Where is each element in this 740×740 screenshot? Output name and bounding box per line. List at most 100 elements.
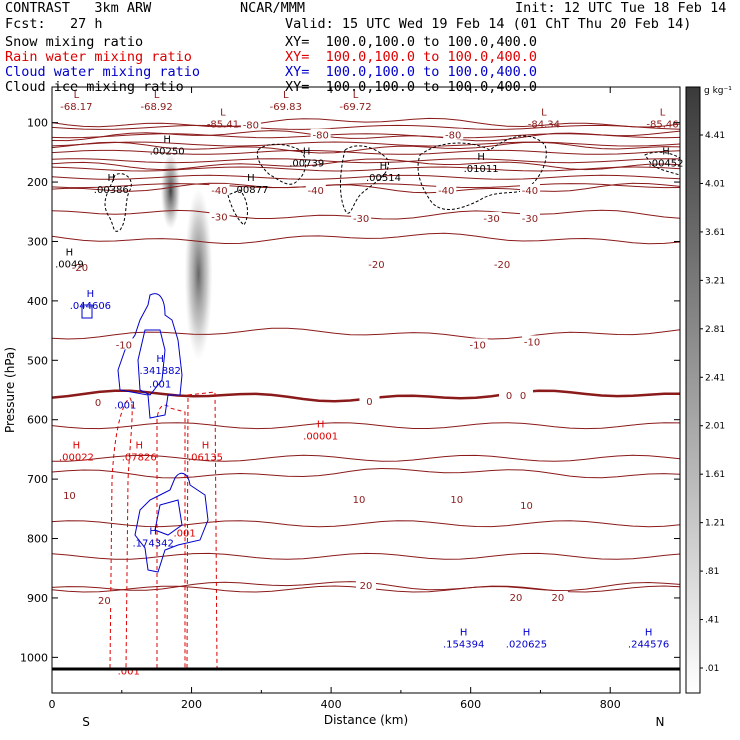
contour-label: -20 [368, 260, 384, 271]
forecast-hour: 27 h [70, 16, 103, 32]
extremum-value: .00001 [303, 432, 338, 443]
y-tick-label: 200 [27, 176, 48, 189]
extremum-mark: L [220, 108, 226, 119]
contour-label-bg [94, 593, 115, 605]
cloud-water-contour [117, 293, 183, 419]
contour-label: 10 [353, 495, 366, 506]
colorbar-label: 1.61 [705, 470, 725, 480]
colorbar-label: .01 [705, 664, 719, 674]
extremum-value: .06135 [188, 452, 223, 463]
temp-contour-upper [52, 158, 680, 164]
contour-label-bg [366, 258, 387, 270]
colorbar-unit: g kg⁻¹ [704, 86, 732, 96]
extremum-value: .174342 [132, 539, 173, 550]
plot-frame [51, 86, 681, 694]
temp-contour-lower [52, 520, 680, 528]
snow-shading-1 [184, 188, 213, 361]
x-tick-label: 600 [460, 698, 481, 711]
extremum-mark: H [156, 354, 164, 365]
contour-label-bg [349, 492, 370, 504]
extremum-value: .07826 [122, 452, 157, 463]
contour-label: 10 [450, 495, 463, 506]
temp-contour-m60 [52, 141, 680, 154]
contour-label-bg [506, 590, 527, 602]
colorbar: g kg⁻¹ 4.41 4.01 3.61 3.21 2.81 2.41 2.01 1.61 1… [685, 86, 732, 694]
extremum-mark: L [154, 90, 160, 101]
extremum-mark: H [66, 247, 74, 258]
contour-label: -10 [524, 337, 540, 348]
colorbar-label: 3.21 [705, 276, 725, 286]
contour-label-bg [467, 338, 488, 350]
extremum-value: -69.83 [270, 102, 302, 113]
temp-contour-m10 [52, 327, 680, 340]
extremum-mark: H [163, 134, 171, 145]
extremum-value: .01011 [464, 164, 499, 175]
extremum-mark: H [662, 146, 670, 157]
contour-label-bg [69, 261, 90, 273]
field-snow-xy: XY= 100.0,100.0 to 100.0,400.0 [285, 34, 537, 50]
contour-label-bg [240, 118, 261, 130]
extremum-value: .020625 [506, 640, 547, 651]
contour-label-bg [547, 590, 568, 602]
contour-label-bg [516, 498, 537, 510]
field-rain-xy: XY= 100.0,100.0 to 100.0,400.0 [285, 49, 537, 65]
extremum-mark: H [317, 420, 325, 431]
contour-label: -40 [308, 186, 324, 197]
contour-label-bg [351, 211, 372, 223]
extremum-value: -85.46 [646, 120, 678, 131]
contour-label: 10 [63, 491, 76, 502]
colorbar-label: 2.41 [705, 373, 725, 383]
contour-label-bg [209, 183, 230, 195]
extremum-mark: H [87, 289, 95, 300]
extremum-value: .001 [173, 528, 195, 539]
y-tick-label: 900 [27, 592, 48, 605]
x-tick-label: 400 [321, 698, 342, 711]
y-tick-label: 700 [27, 473, 48, 486]
extremum-mark: L [74, 90, 80, 101]
temp-contour-m40 [52, 182, 680, 194]
contour-label: -20 [494, 260, 510, 271]
colorbar-label: 2.81 [705, 325, 725, 335]
y-tick-label: 300 [27, 235, 48, 248]
y-tick-label: 500 [27, 354, 48, 367]
colorbar-label: 3.61 [705, 228, 725, 238]
extremum-value: -84.34 [528, 120, 560, 131]
extremum-mark: H [303, 146, 311, 157]
y-tick-label: 100 [27, 117, 48, 130]
extremum-value: -85.41 [207, 120, 239, 131]
extremum-mark: H [73, 440, 81, 451]
y-tick-label: 400 [27, 295, 48, 308]
temp-contour-upper [52, 174, 680, 180]
contour-label-bg [305, 183, 326, 195]
extremum-mark: L [541, 108, 547, 119]
temp-contour-lower [52, 552, 680, 560]
field-cloud-xy: XY= 100.0,100.0 to 100.0,400.0 [285, 64, 537, 80]
extremum-value: .001 [114, 401, 136, 412]
extremum-mark: H [247, 173, 255, 184]
cloud-ice-contour [104, 173, 132, 232]
center-title: NCAR/MMM [240, 0, 306, 16]
extremum-value: .044606 [70, 301, 111, 312]
temp-contour-upper [52, 166, 680, 172]
temp-contour-upper [52, 149, 680, 155]
contour-label: 20 [360, 581, 373, 592]
temp-contour-m50 [52, 158, 680, 171]
contour-label: -40 [211, 186, 227, 197]
extremum-value: -69.72 [339, 102, 371, 113]
temp-contour-upper [52, 183, 680, 189]
temp-contour-upper [52, 124, 680, 130]
x-end-label-north: N [656, 715, 665, 729]
extremum-mark: H [460, 628, 468, 639]
contour-label: -30 [353, 214, 369, 225]
colorbar-label: .41 [705, 616, 719, 626]
temp-contour-m70 [52, 130, 680, 142]
contour-label-bg [519, 211, 540, 223]
extremum-mark: H [523, 628, 531, 639]
contour-label: -80 [312, 131, 328, 142]
temp-contour-upper [52, 141, 680, 147]
field-snow-name: Snow mixing ratio [5, 34, 144, 50]
contour-label-bg [443, 128, 464, 140]
init-time: Init: 12 UTC Tue 18 Feb 14 [515, 0, 727, 16]
extremum-mark: H [380, 161, 388, 172]
contour-label-bg [499, 388, 520, 400]
